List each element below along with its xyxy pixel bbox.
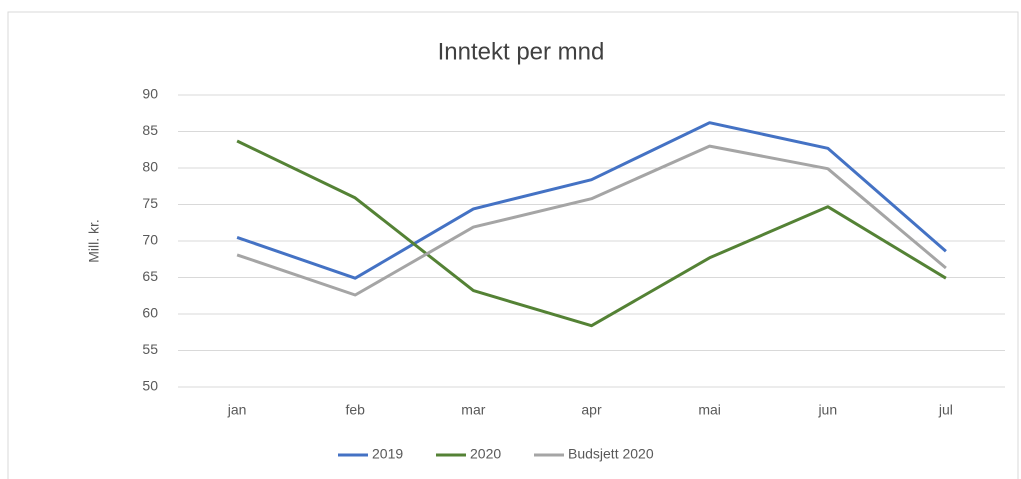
- y-tick-label: 50: [142, 378, 158, 394]
- x-tick-label: jan: [227, 402, 247, 418]
- legend-label: 2019: [372, 446, 403, 462]
- x-tick-label: jun: [817, 402, 837, 418]
- x-tick-label: mai: [698, 402, 721, 418]
- chart-title: Inntekt per mnd: [438, 38, 605, 65]
- series-line: [236, 144, 947, 297]
- y-tick-label: 75: [142, 195, 158, 211]
- y-axis-label: Mill. kr.: [86, 219, 102, 263]
- y-tick-label: 70: [142, 232, 158, 248]
- y-tick-label: 90: [142, 86, 158, 102]
- y-tick-label: 80: [142, 159, 158, 175]
- x-tick-label: mar: [461, 402, 485, 418]
- y-tick-label: 55: [142, 341, 158, 357]
- series-line: [236, 139, 947, 328]
- y-tick-label: 85: [142, 122, 158, 138]
- legend-label: 2020: [470, 446, 501, 462]
- x-tick-label: feb: [345, 402, 365, 418]
- series-line: [236, 121, 947, 280]
- chart-border: [7, 11, 1019, 479]
- x-tick-label: jul: [938, 402, 953, 418]
- y-tick-label: 65: [142, 268, 158, 284]
- y-tick-label: 60: [142, 305, 158, 321]
- legend-label: Budsjett 2020: [568, 446, 654, 462]
- x-tick-label: apr: [581, 402, 602, 418]
